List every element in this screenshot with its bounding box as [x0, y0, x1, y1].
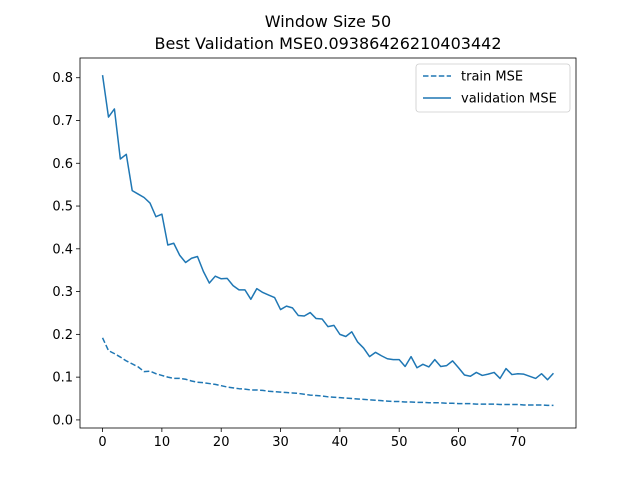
y-tick-label: 0.2: [52, 328, 73, 343]
train-mse-line: [101, 337, 554, 407]
x-tick-label: 20: [213, 435, 230, 450]
axes-frame: [79, 57, 577, 429]
y-tick-label: 0.1: [52, 371, 73, 386]
y-tick-label: 0.8: [52, 71, 73, 86]
x-tick-label: 10: [154, 435, 171, 450]
y-tick-label: 0.3: [52, 285, 73, 300]
chart-subtitle: Best Validation MSE0.09386426210403442: [155, 34, 502, 53]
y-tick-label: 0.5: [52, 200, 73, 215]
y-tick-label: 0.4: [52, 242, 73, 257]
validation-mse-line: [101, 75, 555, 381]
x-tick-label: 50: [391, 435, 408, 450]
chart-title: Window Size 50: [265, 12, 391, 31]
y-tick-label: 0.7: [52, 114, 73, 129]
legend-box: [415, 63, 571, 113]
legend-label: train MSE: [461, 70, 523, 85]
axes: 0 10 20 30 40 50 60 70 0.0 0.1 0.2 0.3 0.4 0.5 0.6 0.7 0…: [52, 57, 577, 450]
x-tick-label: 40: [332, 435, 349, 450]
y-tick-label: 0.0: [52, 413, 73, 428]
legend-label: validation MSE: [461, 92, 557, 107]
x-tick-label: 70: [510, 435, 527, 450]
x-tick-label: 0: [98, 435, 106, 450]
x-tick-label: 60: [450, 435, 467, 450]
legend: train MSE validation MSE: [415, 63, 571, 113]
x-tick-label: 30: [272, 435, 289, 450]
y-tick-label: 0.6: [52, 157, 73, 172]
series-layer: [101, 75, 555, 407]
